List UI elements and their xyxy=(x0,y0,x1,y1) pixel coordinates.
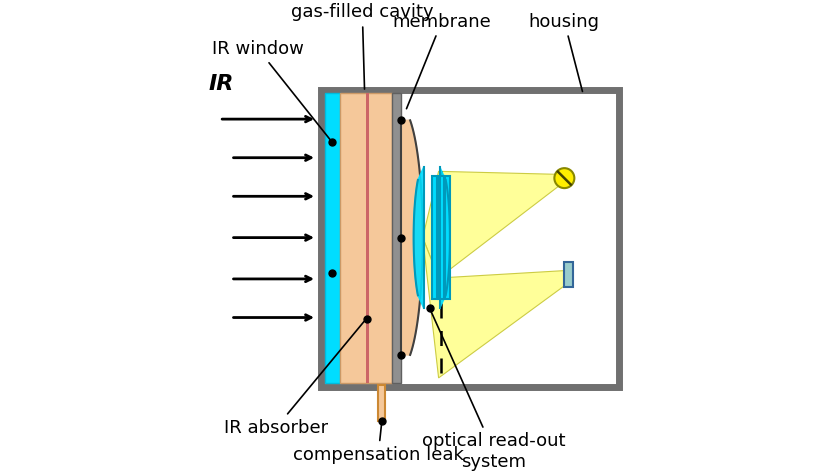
Bar xyxy=(378,385,385,421)
Polygon shape xyxy=(423,171,563,278)
Polygon shape xyxy=(423,238,572,378)
Circle shape xyxy=(554,168,573,188)
Bar xyxy=(563,262,572,287)
Text: IR: IR xyxy=(209,74,234,94)
Bar xyxy=(365,93,369,383)
Text: housing: housing xyxy=(528,12,600,91)
Text: compensation leak: compensation leak xyxy=(292,424,463,464)
Text: gas-filled cavity: gas-filled cavity xyxy=(291,3,433,89)
Bar xyxy=(324,93,339,383)
Text: optical read-out
system: optical read-out system xyxy=(422,310,565,471)
Text: membrane: membrane xyxy=(392,12,491,109)
Bar xyxy=(321,89,618,387)
Polygon shape xyxy=(400,120,423,355)
Polygon shape xyxy=(440,167,450,308)
Bar xyxy=(437,176,443,299)
Bar xyxy=(432,176,437,299)
Text: IR window: IR window xyxy=(211,40,330,140)
Bar xyxy=(339,93,391,383)
Bar xyxy=(444,176,450,299)
Text: IR absorber: IR absorber xyxy=(224,322,364,437)
Polygon shape xyxy=(413,167,423,308)
Bar xyxy=(391,93,400,383)
